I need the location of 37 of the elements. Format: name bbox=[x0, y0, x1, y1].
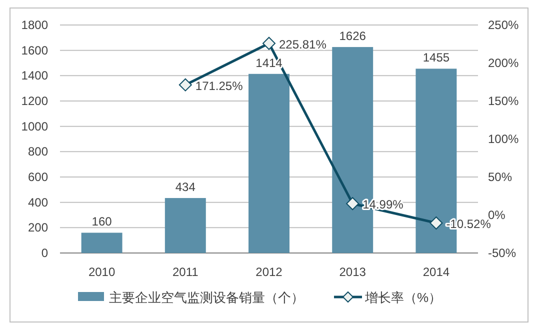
point bbox=[430, 216, 443, 230]
data-label: 225.81% bbox=[279, 37, 327, 52]
y-tick-label: 600 bbox=[28, 170, 48, 184]
y-tick-label: 1800 bbox=[21, 18, 48, 32]
y2-tick-label: 250% bbox=[488, 18, 520, 32]
data-label: 434 bbox=[175, 180, 196, 194]
y2-tick-label: -50% bbox=[488, 246, 516, 260]
y-tick-label: 800 bbox=[28, 144, 48, 159]
x-tick-label: 2012 bbox=[256, 265, 283, 279]
legend-label: 主要企业空气监测设备销量（个） bbox=[109, 290, 304, 305]
y2-tick-label: 0% bbox=[488, 208, 506, 222]
y-tick-label: 0 bbox=[41, 246, 48, 260]
data-label: 1626 bbox=[339, 29, 366, 44]
y-tick-label: 1600 bbox=[21, 43, 48, 58]
bar bbox=[248, 74, 290, 253]
data-label: 160 bbox=[92, 214, 112, 229]
y-tick-label: 1400 bbox=[21, 68, 48, 83]
x-tick-label: 2010 bbox=[88, 265, 116, 279]
y-tick-label: 1000 bbox=[21, 119, 48, 134]
bar bbox=[164, 198, 206, 253]
x-tick-label: 2011 bbox=[172, 265, 199, 279]
y2-tick-label: 50% bbox=[488, 170, 512, 184]
y-tick-label: 1200 bbox=[21, 94, 48, 108]
y2-tick-label: 200% bbox=[488, 56, 520, 70]
legend-label: 增长率（%） bbox=[364, 290, 442, 305]
point bbox=[178, 78, 192, 92]
point bbox=[346, 197, 360, 210]
data-label: 171.25% bbox=[195, 78, 244, 93]
point bbox=[262, 36, 276, 50]
y2-tick-label: 150% bbox=[488, 94, 520, 108]
data-label: 1455 bbox=[422, 50, 450, 65]
bar bbox=[81, 232, 122, 253]
y-tick-label: 400 bbox=[28, 195, 48, 210]
y2-tick-label: 100% bbox=[488, 132, 520, 146]
x-tick-label: 2013 bbox=[339, 265, 366, 279]
y-tick-label: 200 bbox=[28, 220, 48, 235]
x-tick-label: 2014 bbox=[422, 265, 450, 279]
